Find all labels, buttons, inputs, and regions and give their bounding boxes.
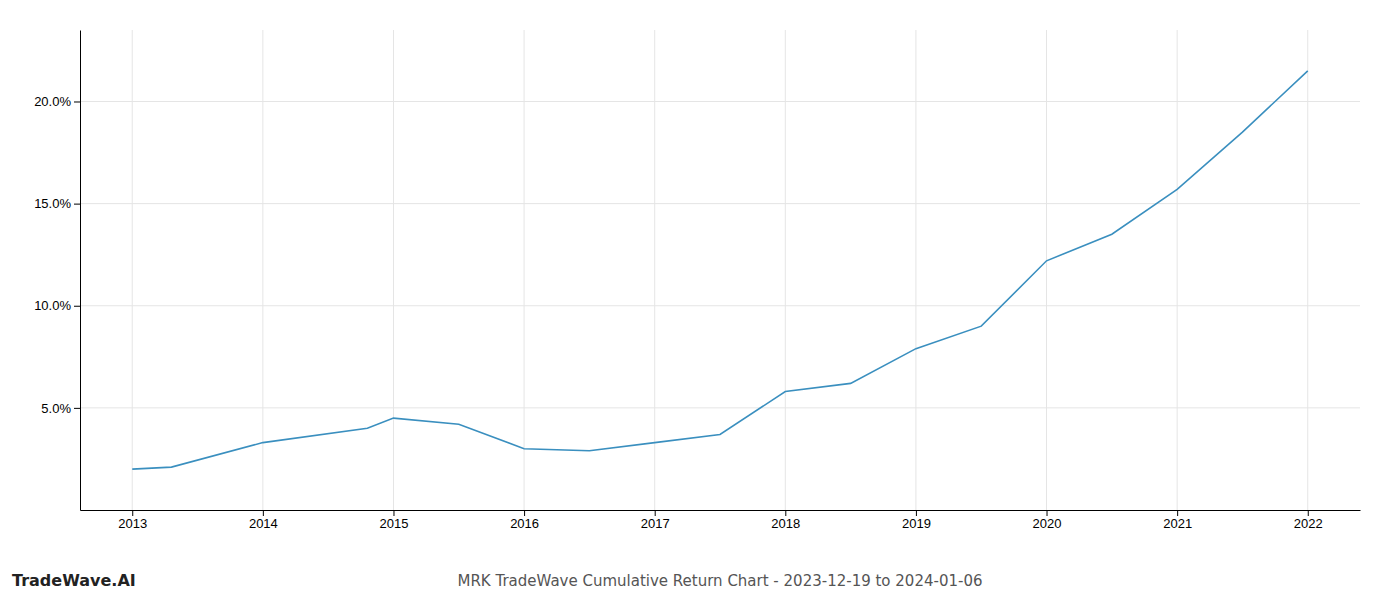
x-tick: 2014: [249, 510, 278, 531]
grid-line: [80, 407, 1360, 408]
y-tick-label: 5.0%: [41, 401, 71, 416]
y-tick: 10.0%: [34, 298, 80, 313]
y-tick-mark: [74, 204, 80, 205]
x-tick-mark: [393, 510, 394, 516]
x-tick: 2021: [1163, 510, 1192, 531]
y-tick: 5.0%: [41, 401, 80, 416]
y-tick: 20.0%: [34, 94, 80, 109]
y-tick-label: 15.0%: [34, 196, 71, 211]
x-tick-mark: [916, 510, 917, 516]
grid-line: [80, 305, 1360, 306]
x-tick: 2013: [118, 510, 147, 531]
x-tick: 2016: [510, 510, 539, 531]
grid: [80, 30, 1360, 510]
x-tick-label: 2016: [510, 516, 539, 531]
grid-line: [524, 30, 525, 510]
grid-line: [80, 101, 1360, 102]
grid-line: [785, 30, 786, 510]
x-tick-label: 2022: [1294, 516, 1323, 531]
x-tick-mark: [132, 510, 133, 516]
y-axis: 5.0% 10.0% 15.0% 20.0%: [34, 31, 80, 511]
x-tick-label: 2018: [771, 516, 800, 531]
grid-line: [262, 30, 263, 510]
x-tick: 2015: [380, 510, 409, 531]
y-axis-line: [80, 31, 81, 511]
x-tick-mark: [655, 510, 656, 516]
grid-line: [1177, 30, 1178, 510]
chart: 2013 2014 2015 2016 2017 2018 2019 2020 2021 2022…: [0, 0, 1400, 600]
marks: [132, 71, 1308, 469]
y-tick-mark: [74, 408, 80, 409]
x-tick-mark: [1047, 510, 1048, 516]
y-tick: 15.0%: [34, 196, 80, 211]
y-tick-label: 10.0%: [34, 298, 71, 313]
x-tick-mark: [785, 510, 786, 516]
y-tick-mark: [74, 101, 80, 102]
title: MRK TradeWave Cumulative Return Chart - …: [457, 572, 982, 590]
grid-line: [132, 30, 133, 510]
x-tick: 2018: [771, 510, 800, 531]
plot: 2013 2014 2015 2016 2017 2018 2019 2020 2021 2022…: [34, 30, 1360, 531]
grid-line: [1046, 30, 1047, 510]
x-tick-label: 2013: [118, 516, 147, 531]
x-tick-mark: [1308, 510, 1309, 516]
grid-line: [1307, 30, 1308, 510]
x-axis-line: [81, 510, 1361, 511]
x-tick: 2022: [1294, 510, 1323, 531]
x-tick: 2017: [641, 510, 670, 531]
watermark: TradeWave.AI: [12, 571, 136, 590]
x-tick-mark: [524, 510, 525, 516]
x-tick-label: 2021: [1163, 516, 1192, 531]
x-tick-mark: [263, 510, 264, 516]
x-tick-label: 2014: [249, 516, 278, 531]
y-tick-mark: [74, 306, 80, 307]
x-tick-label: 2015: [380, 516, 409, 531]
x-tick: 2019: [902, 510, 931, 531]
x-axis: 2013 2014 2015 2016 2017 2018 2019 2020 2021 2022: [81, 510, 1361, 531]
grid-line: [915, 30, 916, 510]
grid-line: [80, 203, 1360, 204]
x-tick-label: 2020: [1033, 516, 1062, 531]
grid-line: [654, 30, 655, 510]
x-tick-label: 2019: [902, 516, 931, 531]
x-tick-label: 2017: [641, 516, 670, 531]
line: [132, 71, 1308, 469]
x-tick: 2020: [1033, 510, 1062, 531]
y-tick-label: 20.0%: [34, 94, 71, 109]
grid-line: [393, 30, 394, 510]
x-tick-mark: [1177, 510, 1178, 516]
